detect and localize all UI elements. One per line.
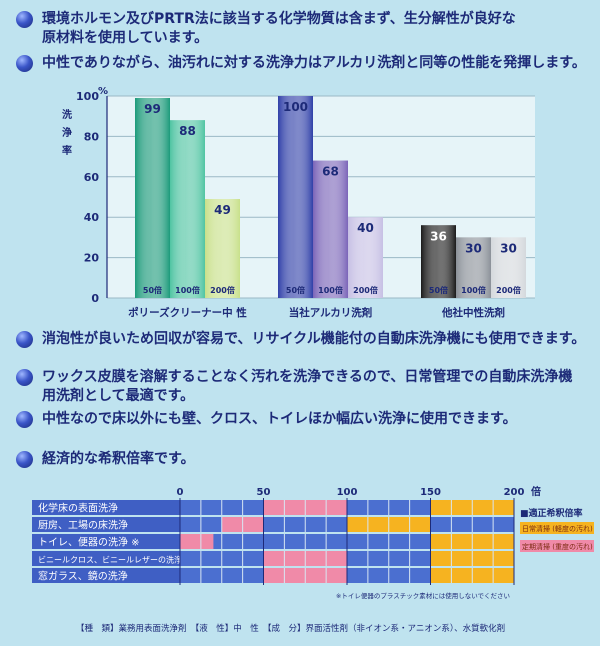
dilution-label: 100倍 [461,285,486,295]
dilution-label: 50倍 [143,285,162,295]
dilution-ratio-chart: 0 50 100 150 200 倍化学床の表面洗浄厨房、工場の床洗浄トイレ、便器の洗浄 … [32,485,594,600]
y-axis-label-char: 浄 [62,126,72,139]
y-tick-label: 80 [84,130,100,143]
product-spec-footer: 【種 類】業務用表面洗浄剤 【液 性】中 性 【成 分】界面活性剤（非イオン系・… [76,624,506,634]
bar-shade [456,237,491,298]
legend-label-pink: 定期清掃 (重度の汚れ) [522,542,593,551]
bar-shade [491,237,526,298]
y-axis-label-char: 率 [62,144,72,157]
data-label: 30 [465,241,482,255]
y-tick-label: 0 [91,292,99,305]
bullet-icon [16,11,33,28]
bar-shade [170,120,205,298]
bar-shade [421,225,456,298]
data-label: 40 [357,221,374,235]
row-label-cell [32,534,180,549]
bullet-item: 環境ホルモン及びPRTR法に該当する化学物質は含まず、生分解性が良好な 原材料を… [16,10,590,48]
dilution-label: 100倍 [318,285,343,295]
x-tick-label: 200 [504,487,525,498]
legend-title: ■適正希釈倍率 [520,507,583,519]
bullet-item: 経済的な希釈倍率です。 [16,450,590,469]
x-tick-label: 150 [420,487,441,498]
dilution-label: 200倍 [353,285,378,295]
row-label-cell [32,551,180,566]
y-axis-label-char: 洗 [62,108,72,121]
x-tick-label: 50 [257,487,271,498]
x-tick-label: 100 [337,487,358,498]
bullet-icon [16,55,33,72]
dilution-label: 100倍 [175,285,200,295]
data-label: 49 [214,203,231,217]
group-label: 他社中性洗剤 [441,306,505,319]
row-label: トイレ、便器の洗浄 ※ [38,536,140,549]
row-label: ビニールクロス、ビニールレザーの洗浄 [38,555,182,565]
legend-swatch-orange [520,522,594,534]
row-label: 厨房、工場の床洗浄 [38,519,128,532]
x-unit-label: 倍 [531,485,541,498]
bullet-item: 消泡性が良いため回収が容易で、リサイクル機能付の自動床洗浄機にも使用できます。 [16,330,590,349]
x-tick-label: 0 [177,487,184,498]
bar-shade [135,98,170,298]
y-tick-label: 60 [84,171,100,184]
bullet-icon [16,331,33,348]
data-label: 99 [144,102,161,116]
cleaning-rate-bar-chart: 0 20 40 60 80 100 % 洗浄率 99 50倍 88 100倍 49 200倍ポリーズクリー… [62,86,535,319]
bullet-item: ワックス皮膜を溶解することなく汚れを洗浄できるので、日常管理での自動床洗浄機 用… [16,368,590,406]
bar-shade [205,199,240,298]
data-label: 68 [322,165,339,179]
row-label: 窓ガラス、鏡の洗浄 [38,570,128,583]
row-label-cell [32,517,180,532]
row-label: 化学床の表面洗浄 [38,502,118,515]
bullet-icon [16,451,33,468]
legend-label-orange: 日常清掃 (軽度の汚れ) [522,524,593,533]
data-label: 100 [283,100,308,114]
dilution-label: 200倍 [210,285,235,295]
dilution-label: 200倍 [496,285,521,295]
bar-shade [278,96,313,298]
data-label: 36 [430,229,447,243]
group-label: 当社アルカリ洗剤 [289,306,373,319]
y-tick-label: 40 [84,211,100,224]
dilution-label: 50倍 [429,285,448,295]
data-label: 88 [179,124,196,138]
footnote: ※トイレ便器のプラスチック素材には使用しないでください [336,591,510,600]
row-label-cell [32,500,180,515]
dilution-label: 50倍 [286,285,305,295]
y-tick-label: 100 [76,90,99,103]
bar-shade [313,160,348,298]
y-tick-label: 20 [84,252,100,265]
heavy-dirt-range [180,534,214,549]
bullet-icon [16,411,33,428]
bar-shade [348,217,383,298]
bullet-item: 中性なので床以外にも壁、クロス、トイレほか幅広い洗浄に使用できます。 [16,410,590,429]
bullet-icon [16,369,33,386]
group-label: ポリーズクリーナー中 性 [128,306,247,319]
row-label-cell [32,568,180,583]
data-label: 30 [500,241,517,255]
bullet-item: 中性でありながら、油汚れに対する洗浄力はアルカリ洗剤と同等の性能を発揮します。 [16,54,590,73]
legend-swatch-pink [520,540,594,552]
y-unit-label: % [98,86,108,97]
